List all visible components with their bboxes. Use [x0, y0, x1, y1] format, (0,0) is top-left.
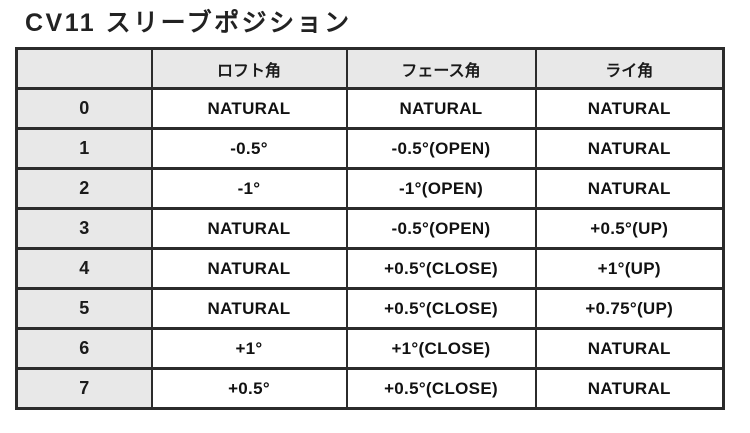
page-title: CV11 スリーブポジション [25, 9, 352, 37]
header-face-angle: フェース角 [345, 47, 537, 90]
lie-angle-cell: +1°(UP) [534, 247, 725, 290]
row-position-label: 3 [15, 207, 153, 250]
table-row: 6 +1° +1°(CLOSE) NATURAL [15, 327, 725, 370]
header-position [15, 47, 153, 90]
face-angle-cell: +0.5°(CLOSE) [345, 287, 537, 330]
row-position-label: 2 [15, 167, 153, 210]
row-position-label: 6 [15, 327, 153, 370]
loft-angle-cell: NATURAL [150, 207, 348, 250]
table-row: 5 NATURAL +0.5°(CLOSE) +0.75°(UP) [15, 287, 725, 330]
row-position-label: 5 [15, 287, 153, 330]
table-row: 1 -0.5° -0.5°(OPEN) NATURAL [15, 127, 725, 170]
face-angle-cell: -0.5°(OPEN) [345, 207, 537, 250]
loft-angle-cell: NATURAL [150, 247, 348, 290]
sleeve-position-table: ロフト角 フェース角 ライ角 0 NATURAL NATURAL NATURAL 1 -0… [15, 47, 725, 410]
lie-angle-cell: NATURAL [534, 127, 725, 170]
table-row: 3 NATURAL -0.5°(OPEN) +0.5°(UP) [15, 207, 725, 250]
header-row: ロフト角 フェース角 ライ角 [15, 47, 725, 90]
face-angle-cell: +0.5°(CLOSE) [345, 247, 537, 290]
table-row: 7 +0.5° +0.5°(CLOSE) NATURAL [15, 367, 725, 410]
table-row: 2 -1° -1°(OPEN) NATURAL [15, 167, 725, 210]
face-angle-cell: +0.5°(CLOSE) [345, 367, 537, 410]
row-position-label: 1 [15, 127, 153, 170]
face-angle-cell: -1°(OPEN) [345, 167, 537, 210]
lie-angle-cell: +0.75°(UP) [534, 287, 725, 330]
loft-angle-cell: +1° [150, 327, 348, 370]
face-angle-cell: NATURAL [345, 87, 537, 130]
row-position-label: 4 [15, 247, 153, 290]
face-angle-cell: -0.5°(OPEN) [345, 127, 537, 170]
header-lie-angle: ライ角 [534, 47, 725, 90]
lie-angle-cell: NATURAL [534, 87, 725, 130]
lie-angle-cell: NATURAL [534, 327, 725, 370]
table-row: 4 NATURAL +0.5°(CLOSE) +1°(UP) [15, 247, 725, 290]
loft-angle-cell: -1° [150, 167, 348, 210]
loft-angle-cell: -0.5° [150, 127, 348, 170]
header-loft-angle: ロフト角 [150, 47, 348, 90]
table-body: 0 NATURAL NATURAL NATURAL 1 -0.5° -0.5°(OPEN) N… [15, 87, 725, 410]
lie-angle-cell: NATURAL [534, 167, 725, 210]
loft-angle-cell: +0.5° [150, 367, 348, 410]
table-row: 0 NATURAL NATURAL NATURAL [15, 87, 725, 130]
face-angle-cell: +1°(CLOSE) [345, 327, 537, 370]
row-position-label: 7 [15, 367, 153, 410]
table-header: ロフト角 フェース角 ライ角 [15, 47, 725, 90]
lie-angle-cell: NATURAL [534, 367, 725, 410]
loft-angle-cell: NATURAL [150, 87, 348, 130]
loft-angle-cell: NATURAL [150, 287, 348, 330]
row-position-label: 0 [15, 87, 153, 130]
lie-angle-cell: +0.5°(UP) [534, 207, 725, 250]
